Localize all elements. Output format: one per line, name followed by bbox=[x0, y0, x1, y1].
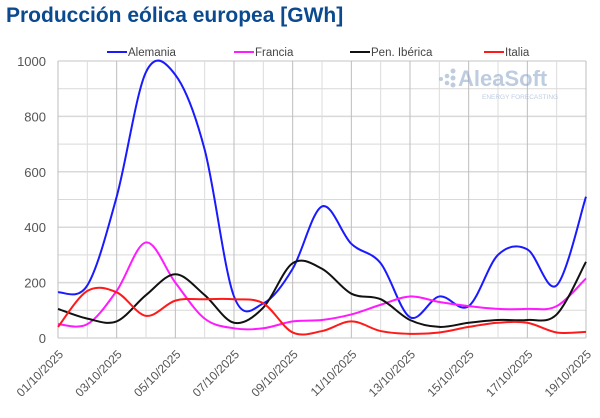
y-tick-label: 0 bbox=[39, 331, 46, 346]
x-tick-label: 17/10/2025 bbox=[483, 347, 536, 400]
watermark-logo: AleaSoft ENERGY FORECASTING bbox=[439, 66, 558, 101]
series-line-alemania bbox=[57, 59, 587, 319]
series-line-francia bbox=[57, 241, 587, 331]
legend-label: Pen. Ibérica bbox=[371, 47, 433, 59]
y-axis: 0 200 400 600 800 1000 bbox=[17, 54, 46, 346]
watermark-brand: AleaSoft bbox=[458, 66, 548, 91]
y-tick-label: 200 bbox=[24, 276, 46, 291]
legend-label: Francia bbox=[255, 47, 294, 59]
y-tick-label: 1000 bbox=[17, 54, 46, 69]
x-tick-label: 13/10/2025 bbox=[366, 347, 419, 400]
x-tick-label: 07/10/2025 bbox=[190, 347, 243, 400]
legend-label: Italia bbox=[505, 47, 530, 59]
legend: Alemania Francia Pen. Ibérica Italia bbox=[107, 47, 530, 59]
x-axis: 01/10/2025 03/10/2025 05/10/2025 07/10/2025… bbox=[14, 347, 595, 400]
x-tick-label: 19/10/2025 bbox=[542, 347, 595, 400]
x-tick-label: 03/10/2025 bbox=[72, 347, 125, 400]
y-tick-label: 600 bbox=[24, 165, 46, 180]
chart-title: Producción eólica europea [GWh] bbox=[6, 4, 344, 27]
x-tick-label: 05/10/2025 bbox=[131, 347, 184, 400]
series-lines bbox=[57, 59, 587, 336]
x-tick-label: 09/10/2025 bbox=[248, 347, 301, 400]
x-tick-label: 15/10/2025 bbox=[424, 347, 477, 400]
watermark-tagline: ENERGY FORECASTING bbox=[482, 94, 558, 101]
y-tick-label: 800 bbox=[24, 109, 46, 124]
y-tick-label: 400 bbox=[24, 220, 46, 235]
x-tick-label: 01/10/2025 bbox=[14, 347, 67, 400]
series-line-italia bbox=[57, 286, 587, 336]
legend-label: Alemania bbox=[128, 47, 177, 59]
x-tick-label: 11/10/2025 bbox=[308, 347, 360, 399]
series-line-pen-ib-rica bbox=[57, 259, 587, 328]
